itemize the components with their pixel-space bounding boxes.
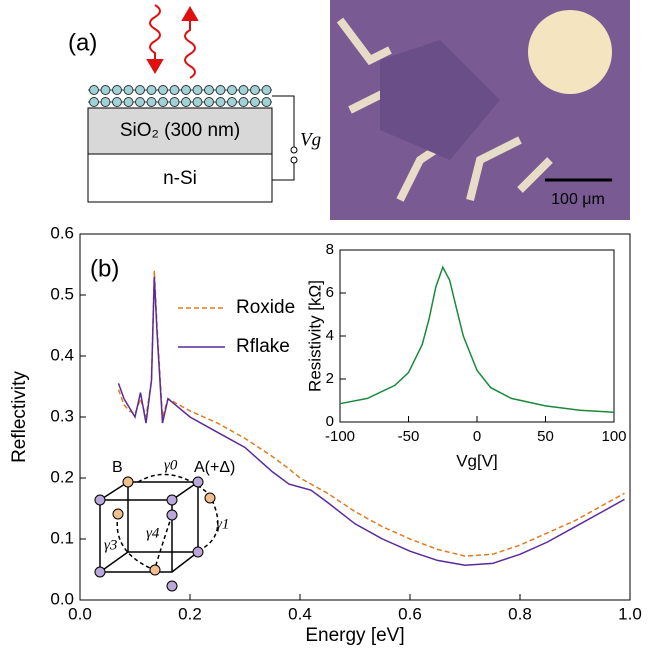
x-tick-label: 0.4 — [288, 604, 312, 623]
lattice-label: γ4 — [146, 525, 160, 541]
y-tick-label: 6 — [326, 284, 334, 301]
lattice-label: γ3 — [104, 537, 117, 553]
atom — [123, 85, 134, 95]
atom — [89, 85, 99, 95]
layer-label: n-Si — [163, 168, 197, 189]
atom — [123, 97, 134, 107]
x-axis-label: Energy [eV] — [305, 625, 404, 646]
pad — [528, 10, 612, 94]
atom — [238, 97, 249, 107]
lattice-label: γ0 — [164, 457, 178, 473]
terminal — [290, 146, 298, 154]
atom — [135, 85, 145, 95]
y-axis-label: Resistivity [kΩ] — [305, 280, 324, 392]
layer-label: SiO₂ (300 nm) — [120, 120, 240, 141]
y-tick-label: 8 — [326, 241, 334, 258]
y-tick-label: 4 — [326, 327, 334, 344]
terminal — [290, 156, 298, 164]
atom — [89, 97, 99, 107]
data-line — [117, 276, 625, 566]
atom — [169, 85, 180, 95]
lattice-label: B — [112, 459, 123, 476]
x-tick-label: -100 — [325, 428, 355, 445]
atom — [146, 97, 157, 107]
x-tick-label: 1.0 — [618, 604, 642, 623]
atom — [192, 85, 203, 95]
atom — [204, 85, 214, 95]
inset-frame — [339, 249, 615, 423]
data-line — [117, 270, 625, 557]
gate-wire — [272, 95, 295, 181]
y-tick-label: 0.0 — [50, 589, 74, 608]
y-tick-label: 0.5 — [50, 284, 74, 303]
x-tick-label: 100 — [601, 428, 626, 445]
light-waves — [146, 4, 199, 79]
x-tick-label: 0 — [473, 428, 481, 445]
atom — [227, 85, 237, 95]
y-tick-label: 0.2 — [50, 467, 74, 486]
x-axis-label: Vg[V] — [456, 451, 498, 470]
atom — [238, 85, 249, 95]
gate-label: Vg — [300, 129, 321, 150]
y-tick-label: 2 — [326, 370, 334, 387]
x-tick-label: -50 — [398, 428, 420, 445]
y-tick-label: 0.4 — [50, 345, 74, 364]
y-tick-label: 0.6 — [50, 223, 74, 242]
data-line — [339, 265, 615, 414]
graphene-layer — [88, 85, 272, 107]
atom — [261, 97, 272, 107]
atom — [192, 97, 203, 107]
panel-label: (b) — [90, 255, 119, 282]
atom — [250, 85, 260, 95]
atom — [204, 97, 214, 107]
atom — [169, 97, 180, 107]
x-tick-label: 50 — [537, 428, 554, 445]
y-axis-label: Reflectivity — [9, 371, 30, 463]
lattice-label: γ1 — [216, 516, 229, 532]
oxide-layer — [87, 107, 273, 155]
atom — [261, 85, 272, 95]
si-layer — [87, 153, 273, 203]
legend-label: Roxide — [236, 297, 295, 318]
atom — [227, 97, 237, 107]
atom — [181, 85, 191, 95]
x-tick-label: 0.0 — [68, 604, 92, 623]
atom — [100, 97, 111, 107]
atom — [215, 85, 226, 95]
legend-label: Rflake — [236, 336, 290, 357]
scale-label: 100 μm — [551, 191, 605, 208]
atom — [135, 97, 145, 107]
atom — [181, 97, 191, 107]
atom — [158, 85, 168, 95]
x-tick-label: 0.8 — [508, 604, 532, 623]
panel-label: (a) — [68, 29, 97, 56]
y-tick-label: 0 — [326, 413, 334, 430]
x-tick-label: 0.6 — [398, 604, 422, 623]
lattice — [94, 473, 219, 592]
atom — [250, 97, 260, 107]
atom — [112, 85, 122, 95]
atom — [146, 85, 157, 95]
atom — [158, 97, 168, 107]
atom — [112, 97, 122, 107]
y-tick-label: 0.1 — [50, 528, 74, 547]
atom — [100, 85, 111, 95]
atom — [215, 97, 226, 107]
flake — [380, 40, 500, 160]
y-tick-label: 0.3 — [50, 406, 74, 425]
x-tick-label: 0.2 — [178, 604, 202, 623]
lattice-label: A(+Δ) — [194, 459, 235, 476]
